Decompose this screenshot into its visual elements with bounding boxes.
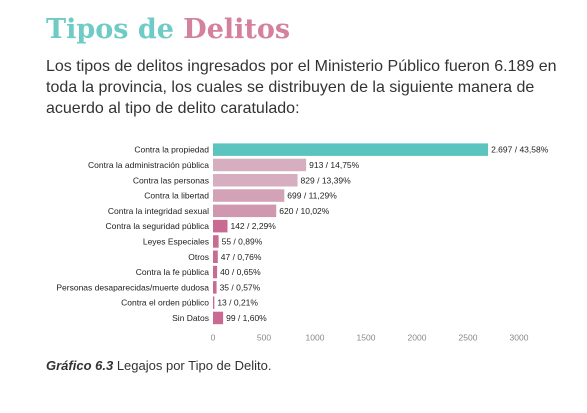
x-tick-label: 500 bbox=[257, 333, 271, 343]
data-label: 47 / 0,76% bbox=[221, 252, 262, 262]
bar bbox=[213, 311, 224, 325]
bar bbox=[213, 296, 215, 309]
x-tick-label: 1000 bbox=[306, 333, 325, 343]
intro-paragraph: Los tipos de delitos ingresados por el M… bbox=[46, 58, 557, 117]
x-tick-label: 2000 bbox=[408, 333, 427, 343]
caption-text: Legajos por Tipo de Delito. bbox=[113, 358, 272, 373]
category-label: Contra la libertad bbox=[144, 191, 209, 201]
category-label: Sin Datos bbox=[172, 313, 209, 323]
bar bbox=[213, 281, 217, 294]
category-label: Personas desaparecidas/muerte dudosa bbox=[56, 282, 209, 292]
data-label: 2.697 / 43,58% bbox=[491, 145, 549, 155]
bar bbox=[213, 219, 228, 233]
bar bbox=[213, 189, 285, 202]
bar-chart: Contra la propiedad 2.697 / 43,58% Contra … bbox=[56, 143, 549, 343]
bar bbox=[213, 204, 277, 218]
bar bbox=[213, 250, 218, 263]
x-tick-label: 3000 bbox=[510, 333, 529, 343]
data-label: 142 / 2,29% bbox=[230, 221, 276, 231]
bar bbox=[213, 265, 218, 279]
figure-caption: Gráfico 6.3 Legajos por Tipo de Delito. bbox=[46, 358, 271, 373]
x-tick-label: 0 bbox=[211, 333, 216, 343]
data-label: 99 / 1,60% bbox=[226, 313, 267, 323]
category-label: Contra la fe pública bbox=[136, 267, 210, 277]
data-label: 55 / 0,89% bbox=[222, 236, 263, 246]
caption-number: Gráfico 6.3 bbox=[46, 358, 114, 373]
category-label: Contra las personas bbox=[133, 175, 209, 185]
category-label: Contra la integridad sexual bbox=[108, 206, 209, 216]
bar bbox=[213, 235, 219, 248]
category-label: Contra la propiedad bbox=[134, 145, 209, 155]
x-tick-label: 1500 bbox=[357, 333, 376, 343]
data-label: 620 / 10,02% bbox=[279, 206, 330, 216]
category-label: Otros bbox=[188, 252, 209, 262]
bar bbox=[213, 174, 298, 187]
data-label: 829 / 13,39% bbox=[301, 175, 352, 185]
title-part-1: Tipos de bbox=[46, 14, 184, 45]
title-part-2: Delitos bbox=[183, 14, 291, 45]
category-label: Contra la administración pública bbox=[88, 160, 209, 170]
category-label: Contra la seguridad pública bbox=[106, 221, 210, 231]
data-label: 699 / 11,29% bbox=[287, 191, 337, 201]
page-title: Tipos de Delitos bbox=[46, 12, 290, 48]
x-tick-label: 2500 bbox=[459, 333, 478, 343]
bar bbox=[213, 143, 489, 156]
category-label: Leyes Especiales bbox=[143, 236, 209, 246]
bar bbox=[213, 158, 307, 172]
category-label: Contra el orden público bbox=[121, 298, 209, 308]
data-label: 35 / 0,57% bbox=[220, 282, 261, 292]
data-label: 40 / 0,65% bbox=[220, 267, 261, 277]
data-label: 13 / 0,21% bbox=[217, 298, 258, 308]
data-label: 913 / 14,75% bbox=[309, 160, 360, 170]
